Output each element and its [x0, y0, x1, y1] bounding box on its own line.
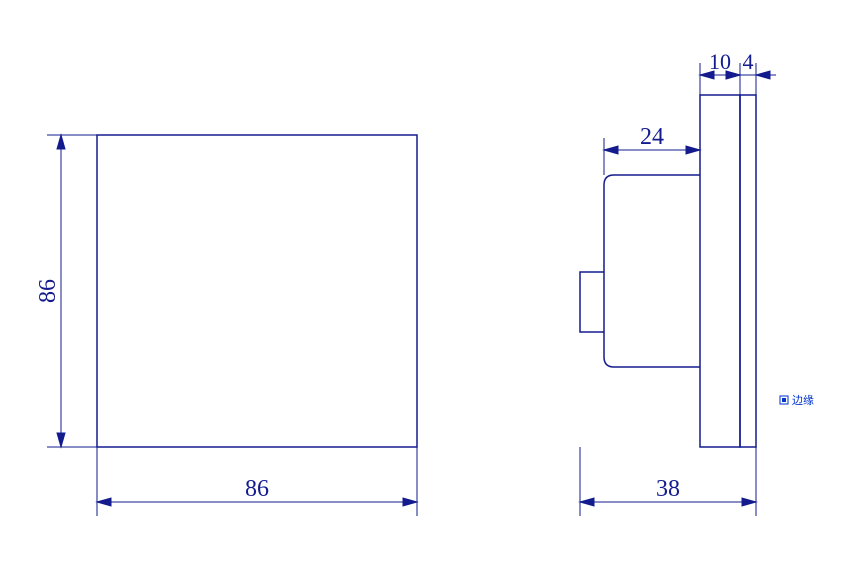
dimension-label: 24	[640, 124, 664, 150]
dimension-label: 86	[35, 279, 61, 303]
annotation-label: 边缘	[792, 394, 814, 407]
side-body	[604, 175, 700, 367]
side-flange	[740, 95, 756, 447]
side-plate	[700, 95, 740, 447]
side-step	[580, 272, 604, 332]
annotation-marker-dot	[782, 398, 786, 402]
technical-drawing: 86 86 38 24 10 4 边缘	[0, 0, 843, 574]
dimension-label: 4	[743, 49, 754, 74]
dimension-label: 10	[709, 49, 731, 74]
dimension-label: 38	[656, 476, 680, 502]
front-view-outline	[97, 135, 417, 447]
dimension-label: 86	[245, 476, 269, 502]
